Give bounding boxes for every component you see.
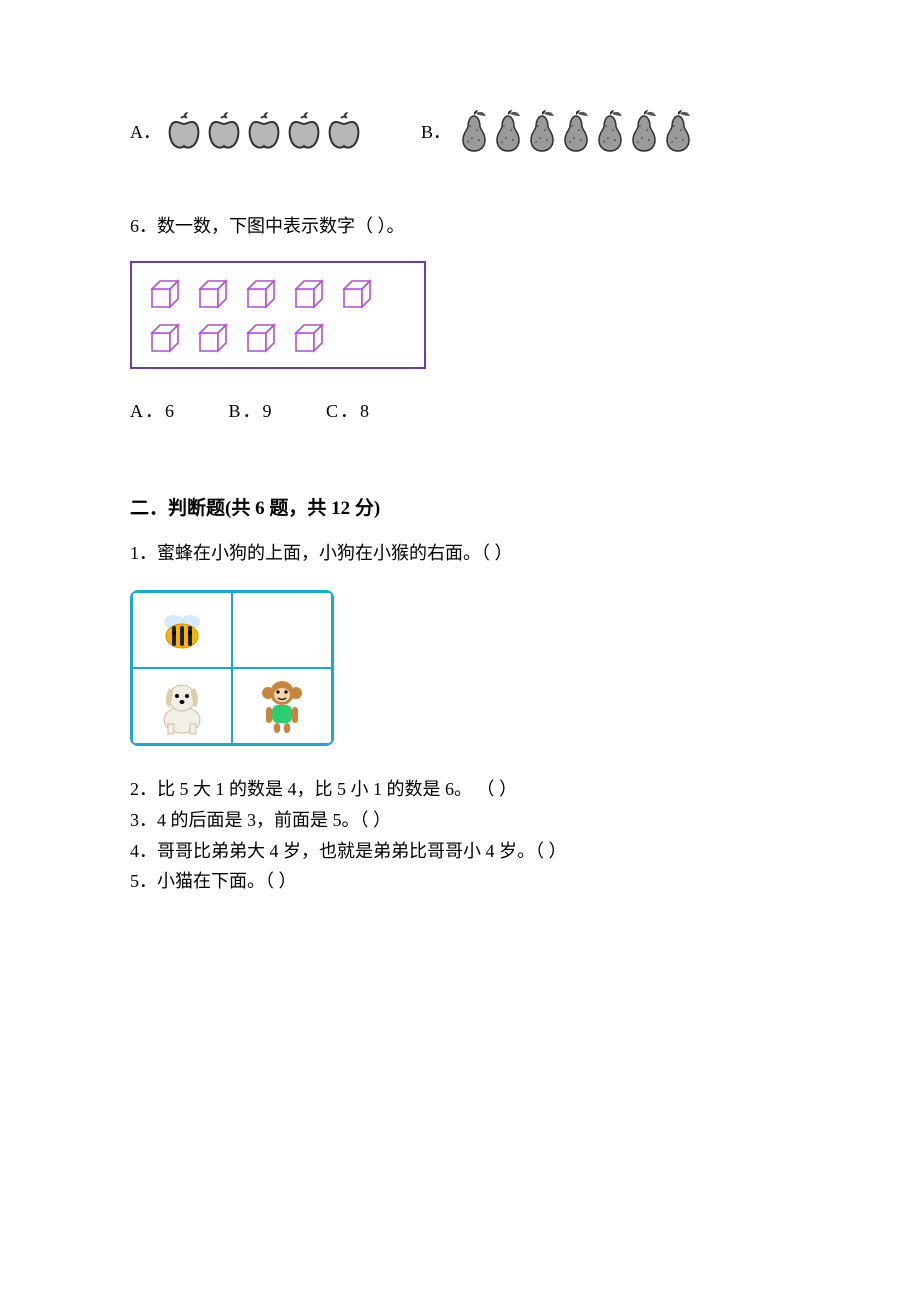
pear-icon [457,110,491,152]
pear-icon [661,110,695,152]
judge-q5: 5．小猫在下面。（ ） [130,866,810,897]
apple-icon [327,112,361,150]
apple-icon [247,112,281,150]
cube-icon [148,277,182,311]
pear-icon [593,110,627,152]
judge-q2: 2．比 5 大 1 的数是 4，比 5 小 1 的数是 6。 （ ） [130,774,810,805]
q5-options-row: A． B． [130,110,810,152]
cube-icon [196,321,230,355]
cell-dog [132,668,232,744]
cube-icon [292,277,326,311]
pear-icon [491,110,525,152]
pear-icon [627,110,661,152]
cell-empty [232,592,332,668]
q6-optA: A．6 [130,397,176,423]
cube-icon [340,277,374,311]
q6-optB: B．9 [229,397,274,423]
apple-icon [167,112,201,150]
pear-icon [525,110,559,152]
cube-icon [148,321,182,355]
q5-optA-label: A． [130,118,161,144]
apple-icon [207,112,241,150]
q5-optB-label: B． [421,118,451,144]
monkey-icon [256,677,308,735]
dog-icon [153,676,211,736]
cell-monkey [232,668,332,744]
cube-icon [292,321,326,355]
q6-options: A．6 B．9 C．8 [130,397,810,423]
section2-heading: 二．判断题(共 6 题，共 12 分) [130,493,810,520]
q6-optC: C．8 [326,397,371,423]
cube-icon [244,277,278,311]
cubes-row [148,277,408,311]
cube-icon [244,321,278,355]
cube-icon [196,277,230,311]
judge-q1: 1．蜜蜂在小狗的上面，小狗在小猴的右面。（ ） [130,538,810,569]
judge-q4: 4．哥哥比弟弟大 4 岁，也就是弟弟比哥哥小 4 岁。（ ） [130,836,810,867]
bee-icon [154,606,210,654]
apple-icon [287,112,321,150]
pear-icon [559,110,593,152]
cubes-box [130,261,426,369]
cubes-row [148,321,408,355]
judge-q3: 3．4 的后面是 3，前面是 5。（ ） [130,805,810,836]
pear-group [457,110,695,152]
animal-grid [130,590,334,746]
apple-group [167,112,361,150]
cell-bee [132,592,232,668]
q6-text: 6．数一数，下图中表示数字（ ）。 [130,212,810,241]
